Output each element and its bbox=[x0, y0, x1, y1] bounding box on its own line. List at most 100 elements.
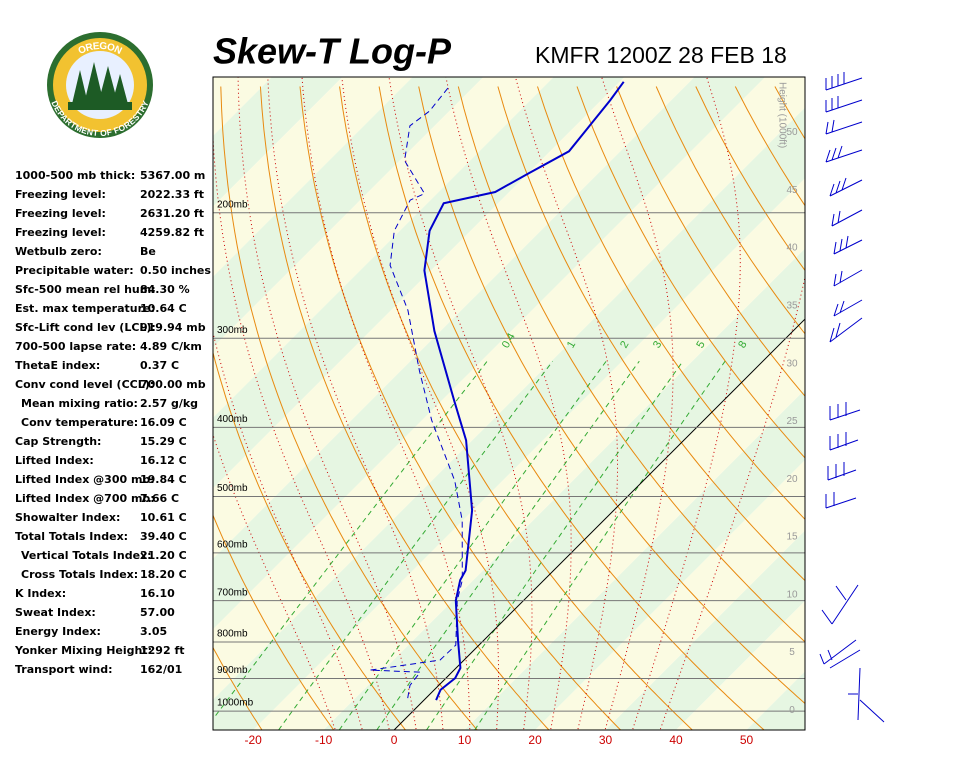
stat-value: 4.89 C/km bbox=[140, 340, 202, 353]
mixing-ratio-line bbox=[278, 360, 554, 730]
stat-value: 16.09 C bbox=[140, 416, 187, 429]
wind-barbs bbox=[819, 72, 885, 723]
x-tick-label: 40 bbox=[669, 733, 683, 747]
stat-label: Yonker Mixing Height: bbox=[14, 644, 152, 657]
stat-label: Freezing level: bbox=[15, 226, 106, 239]
stat-label: Conv cond level (CCL): bbox=[15, 378, 154, 391]
stat-value: 2631.20 ft bbox=[140, 207, 204, 220]
stat-value: 162/01 bbox=[140, 663, 182, 676]
mixing-ratio-line bbox=[338, 360, 607, 730]
pressure-label: 1000mb bbox=[217, 698, 254, 709]
height-label: 5 bbox=[789, 647, 795, 658]
stat-value: 18.20 C bbox=[140, 568, 187, 581]
stat-label: Lifted Index: bbox=[15, 454, 94, 467]
mixing-ratio-label: 3 bbox=[651, 339, 664, 350]
chart-subtitle: KMFR 1200Z 28 FEB 18 bbox=[535, 42, 787, 68]
stat-value: 16.10 bbox=[140, 587, 175, 600]
stat-value: 919.94 mb bbox=[140, 321, 206, 334]
stat-label: Vertical Totals Index: bbox=[21, 549, 152, 562]
stat-label: Est. max temperature: bbox=[15, 302, 155, 315]
dewpoint-line bbox=[370, 86, 463, 699]
stat-value: 4259.82 ft bbox=[140, 226, 204, 239]
dry-adiabat bbox=[259, 86, 550, 730]
dry-adiabat bbox=[339, 86, 693, 730]
stat-value: 16.12 C bbox=[140, 454, 187, 467]
stat-label: Lifted Index @700 mb: bbox=[15, 492, 155, 505]
dry-adiabat bbox=[213, 646, 263, 730]
dry-adiabat bbox=[497, 86, 805, 582]
zero-isotherm bbox=[393, 318, 805, 730]
stats-table: 1000-500 mb thick: 5367.00 m Freezing leve… bbox=[14, 169, 211, 676]
moist-adiabat bbox=[237, 77, 417, 730]
dry-adiabat bbox=[616, 86, 805, 397]
stat-value: 2.57 g/kg bbox=[140, 397, 198, 410]
mixing-ratio-line bbox=[376, 360, 640, 730]
height-label: 30 bbox=[786, 358, 798, 369]
dry-adiabat bbox=[854, 87, 960, 731]
height-label: 45 bbox=[786, 185, 798, 196]
stat-label: 700-500 lapse rate: bbox=[15, 340, 136, 353]
stat-label: ThetaE index: bbox=[15, 359, 100, 372]
height-label: 50 bbox=[786, 127, 798, 138]
stat-label: Total Totals Index: bbox=[15, 530, 128, 543]
logo-ground bbox=[68, 102, 132, 110]
x-tick-label: 10 bbox=[458, 733, 472, 747]
isotherm-band bbox=[253, 178, 805, 730]
stat-value: 21.20 C bbox=[140, 549, 187, 562]
mixing-ratio-label: 5 bbox=[694, 339, 707, 350]
dry-adiabat bbox=[537, 86, 805, 521]
stat-label: Transport wind: bbox=[15, 663, 113, 676]
stat-value: 39.40 C bbox=[140, 530, 187, 543]
x-tick-label: 50 bbox=[740, 733, 754, 747]
stat-label: Wetbulb zero: bbox=[15, 245, 102, 258]
mixing-ratio-line bbox=[474, 360, 726, 730]
height-label: 20 bbox=[786, 474, 798, 485]
mixing-ratio-line bbox=[213, 360, 488, 720]
chart-title: Skew-T Log-P bbox=[213, 31, 452, 72]
stat-value: 10.64 C bbox=[140, 302, 187, 315]
pressure-label: 400mb bbox=[217, 414, 248, 425]
pressure-label: 700mb bbox=[217, 587, 248, 598]
plot-frame bbox=[212, 76, 806, 731]
isotherm-band bbox=[323, 248, 805, 730]
moist-adiabat bbox=[213, 433, 336, 730]
x-tick-label: 0 bbox=[391, 733, 398, 747]
pressure-label: 900mb bbox=[217, 665, 248, 676]
stat-value: 3.05 bbox=[140, 625, 167, 638]
stat-label: Cross Totals Index: bbox=[21, 568, 138, 581]
stat-value: 0.50 inches bbox=[140, 264, 211, 277]
stat-label: Sfc-500 mean rel hum: bbox=[15, 283, 156, 296]
isotherm-band bbox=[746, 671, 805, 730]
x-tick-label: 30 bbox=[599, 733, 613, 747]
moist-adiabat bbox=[632, 77, 741, 730]
pressure-label: 300mb bbox=[217, 325, 248, 336]
logo-top: OREGON bbox=[76, 40, 123, 56]
stat-value: 84.30 % bbox=[140, 283, 190, 296]
stat-label: Freezing level: bbox=[15, 188, 106, 201]
stat-label: Sfc-Lift cond lev (LCL): bbox=[15, 321, 156, 334]
stat-label: Mean mixing ratio: bbox=[21, 397, 138, 410]
stat-value: 700.00 mb bbox=[140, 378, 206, 391]
stat-value: 57.00 bbox=[140, 606, 175, 619]
dry-adiabat bbox=[933, 87, 960, 731]
isotherm-band bbox=[817, 77, 960, 730]
stat-label: K Index: bbox=[15, 587, 66, 600]
height-label: 0 bbox=[789, 705, 795, 716]
isotherm-band bbox=[464, 389, 805, 730]
stat-value: 19.84 C bbox=[140, 473, 187, 486]
stat-value: 5367.00 m bbox=[140, 169, 205, 182]
height-label: 35 bbox=[786, 300, 798, 311]
dry-adiabat bbox=[815, 87, 960, 731]
stat-label: Freezing level: bbox=[15, 207, 106, 220]
stat-value: Be bbox=[140, 245, 156, 258]
height-label: 10 bbox=[786, 589, 798, 600]
x-tick-label: -10 bbox=[315, 733, 333, 747]
stat-label: 1000-500 mb thick: bbox=[15, 169, 135, 182]
plot-area bbox=[213, 77, 960, 731]
moist-adiabat bbox=[514, 77, 618, 730]
stat-label: Showalter Index: bbox=[15, 511, 120, 524]
height-label: 40 bbox=[786, 243, 798, 254]
dry-adiabat bbox=[457, 86, 805, 643]
temperature-line bbox=[423, 81, 625, 701]
pressure-label: 600mb bbox=[217, 540, 248, 551]
